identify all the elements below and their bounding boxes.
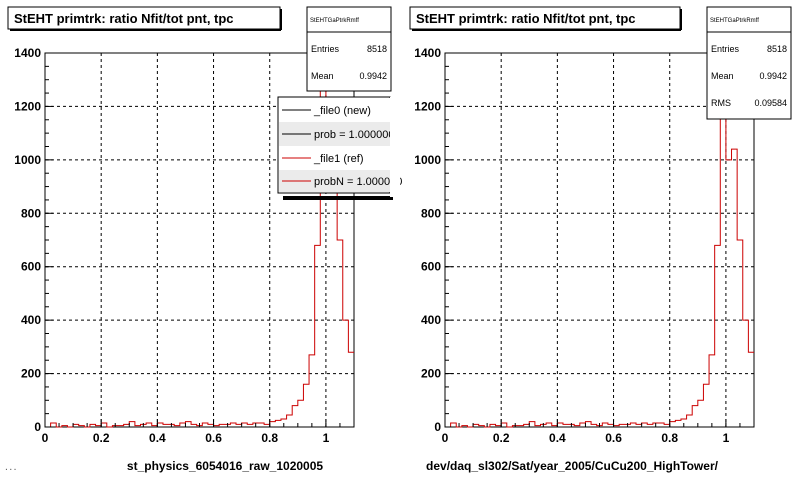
legend-shadow <box>283 196 393 200</box>
legend-row-3 <box>279 170 390 192</box>
x-tick-label: 0.2 <box>493 431 510 445</box>
right-stats-mean: 0.9942 <box>759 71 787 81</box>
right-stats-rms: 0.09584 <box>754 98 787 108</box>
left-histogram-panel: 0 0.2 0.4 0.6 0.8 1 0 200 400 600 800 1000 1200 1400… <box>7 6 402 473</box>
y-tick-label: 1000 <box>414 153 441 167</box>
x-tick-label: 0.8 <box>261 431 278 445</box>
x-tick-label: 0.8 <box>661 431 678 445</box>
right-chart-title: StEHT primtrk: ratio Nfit/tot pnt, tpc <box>416 11 636 26</box>
y-tick-label: 400 <box>21 313 41 327</box>
x-tick-label: 0.2 <box>93 431 110 445</box>
y-tick-label: 1400 <box>14 46 41 60</box>
y-tick-label: 1000 <box>14 153 41 167</box>
x-tick-label: 0.4 <box>549 431 566 445</box>
x-tick-label: 1 <box>723 431 730 445</box>
right-title-box: StEHT primtrk: ratio Nfit/tot pnt, tpc <box>409 6 682 31</box>
y-tick-label: 400 <box>421 313 441 327</box>
x-tick-label: 0.6 <box>605 431 622 445</box>
x-tick-label: 0.4 <box>149 431 166 445</box>
y-tick-label: 0 <box>34 420 41 434</box>
left-stats-entries: 8518 <box>367 44 387 54</box>
legend-clip-mask <box>390 97 400 197</box>
y-tick-label: 200 <box>421 367 441 381</box>
left-stats-mean: 0.9942 <box>359 71 387 81</box>
right-x-axis-label: dev/daq_sl302/Sat/year_2005/CuCu200_High… <box>426 459 719 473</box>
y-tick-label: 800 <box>421 206 441 220</box>
left-stats-mean-label: Mean <box>311 71 334 81</box>
left-stats-box: StEHTGaPtrkRmff Entries 8518 Mean 0.9942 <box>306 6 392 92</box>
legend-label-file1: _file1 (ref) <box>313 153 364 165</box>
legend-label-prob: prob = 1.000000 <box>314 129 394 141</box>
legend-label-file0: _file0 (new) <box>313 105 371 117</box>
right-stats-entries-label: Entries <box>711 44 740 54</box>
right-histogram-panel: 0 0.2 0.4 0.6 0.8 1 0 200 400 600 800 1000 1200 1400… <box>409 6 792 473</box>
y-tick-label: 1200 <box>414 99 441 113</box>
right-plot-frame <box>444 52 755 428</box>
left-title-box: StEHT primtrk: ratio Nfit/tot pnt, tpc <box>7 6 282 31</box>
left-chart-title: StEHT primtrk: ratio Nfit/tot pnt, tpc <box>14 11 234 26</box>
right-stats-entries: 8518 <box>767 44 787 54</box>
left-stats-entries-label: Entries <box>311 44 340 54</box>
left-stats-name: StEHTGaPtrkRmff <box>310 18 359 24</box>
y-tick-label: 0 <box>434 420 441 434</box>
y-tick-label: 800 <box>21 206 41 220</box>
y-tick-label: 600 <box>421 260 441 274</box>
right-stats-name: StEHTGaPtrkRmff <box>710 18 759 24</box>
left-stats-frame <box>306 6 392 92</box>
right-stats-mean-label: Mean <box>711 71 734 81</box>
right-stats-box: StEHTGaPtrkRmff Entries 8518 Mean 0.9942… <box>706 6 792 120</box>
footer-text: ... <box>4 463 17 472</box>
x-tick-label: 0 <box>42 431 49 445</box>
x-tick-label: 1 <box>323 431 330 445</box>
legend: _file0 (new) prob = 1.000000 _file1 (ref… <box>277 96 402 200</box>
y-tick-label: 600 <box>21 260 41 274</box>
right-stats-frame <box>706 6 792 120</box>
right-stats-rms-label: RMS <box>711 98 731 108</box>
y-tick-label: 200 <box>21 367 41 381</box>
left-y-axis-ticks: 0 200 400 600 800 1000 1200 1400 <box>14 46 53 434</box>
y-tick-label: 1200 <box>14 99 41 113</box>
left-x-axis-ticks: 0 0.2 0.4 0.6 0.8 1 <box>42 419 355 445</box>
right-x-axis-ticks: 0 0.2 0.4 0.6 0.8 1 <box>442 419 755 445</box>
x-tick-label: 0 <box>442 431 449 445</box>
right-y-axis-ticks: 0 200 400 600 800 1000 1200 1400 <box>414 46 453 434</box>
y-tick-label: 1400 <box>414 46 441 60</box>
legend-label-probn: probN = 1.000000 <box>314 176 402 188</box>
left-x-axis-label: st_physics_6054016_raw_1020005 <box>127 459 323 473</box>
x-tick-label: 0.6 <box>205 431 222 445</box>
